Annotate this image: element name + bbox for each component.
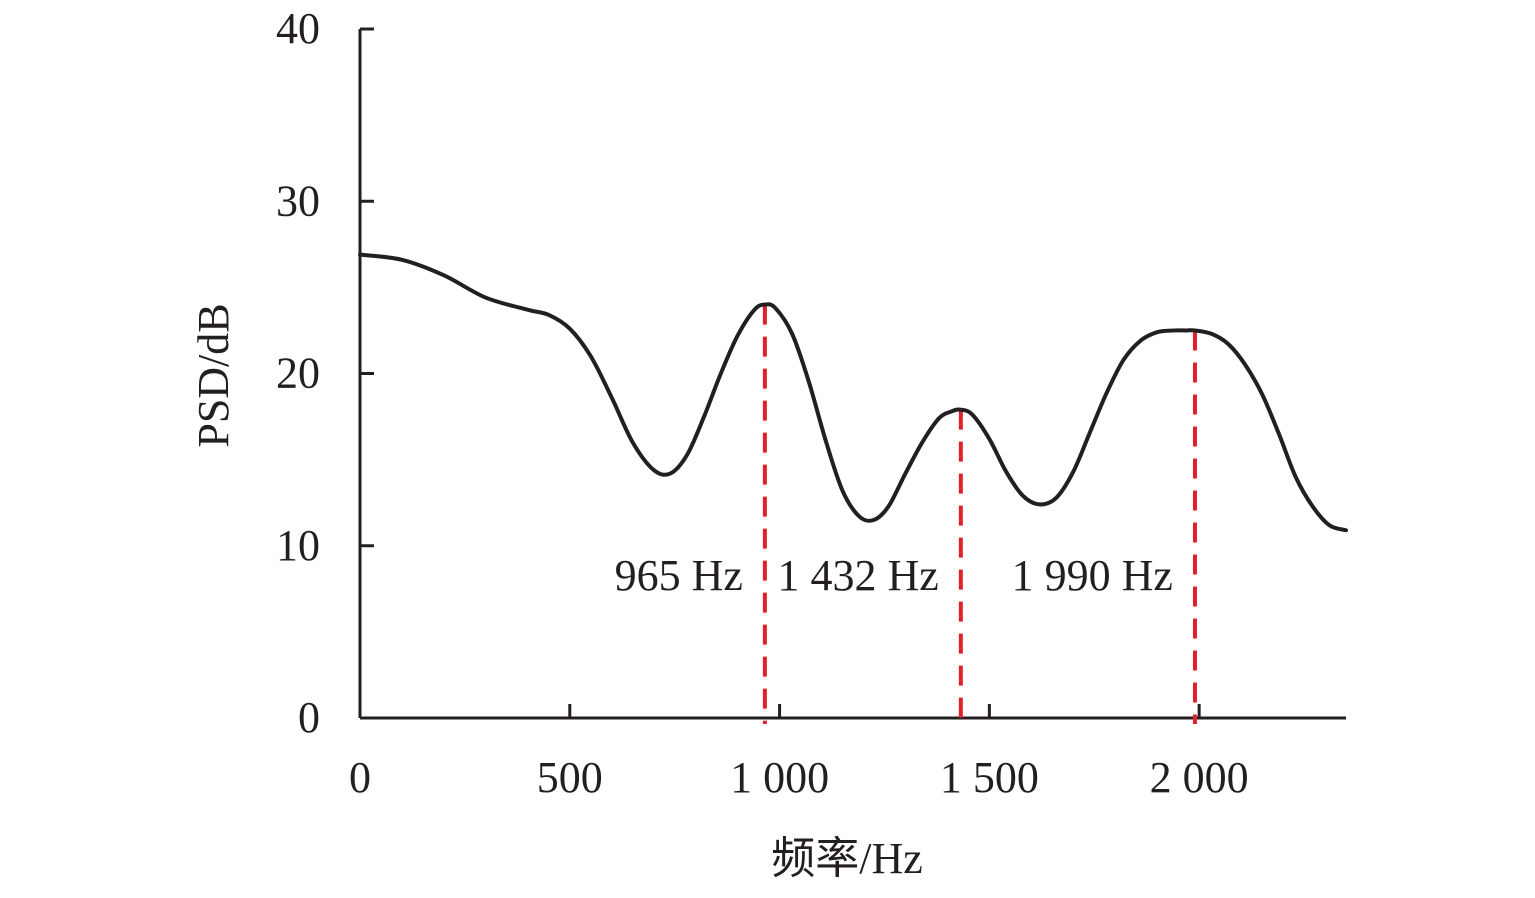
x-tick-label: 0 xyxy=(349,753,371,802)
x-tick-label: 1 500 xyxy=(940,753,1039,802)
axis-titles: 频率/Hz PSD/dB xyxy=(189,303,923,883)
axes xyxy=(358,29,1346,720)
y-tick-label: 10 xyxy=(276,521,320,570)
y-axis-title: PSD/dB xyxy=(189,303,238,447)
x-axis-title: 频率/Hz xyxy=(771,834,923,883)
x-tick-label: 2 000 xyxy=(1150,753,1249,802)
peak-label: 1 432 Hz xyxy=(778,551,939,600)
psd-series-line xyxy=(358,252,1348,533)
y-tick-label: 30 xyxy=(276,176,320,225)
ticks: 0 10 20 30 40 0 500 1 000 1 500 2 000 xyxy=(276,4,1249,802)
y-tick-label: 20 xyxy=(276,349,320,398)
peak-label: 1 990 Hz xyxy=(1012,551,1173,600)
peak-markers: 965 Hz 1 432 Hz 1 990 Hz xyxy=(615,304,1197,724)
peak-label: 965 Hz xyxy=(615,551,743,600)
y-tick-label: 40 xyxy=(276,4,320,53)
x-tick-label: 500 xyxy=(537,753,603,802)
y-tick-label: 0 xyxy=(298,693,320,742)
x-tick-label: 1 000 xyxy=(730,753,829,802)
series-group xyxy=(358,252,1348,533)
